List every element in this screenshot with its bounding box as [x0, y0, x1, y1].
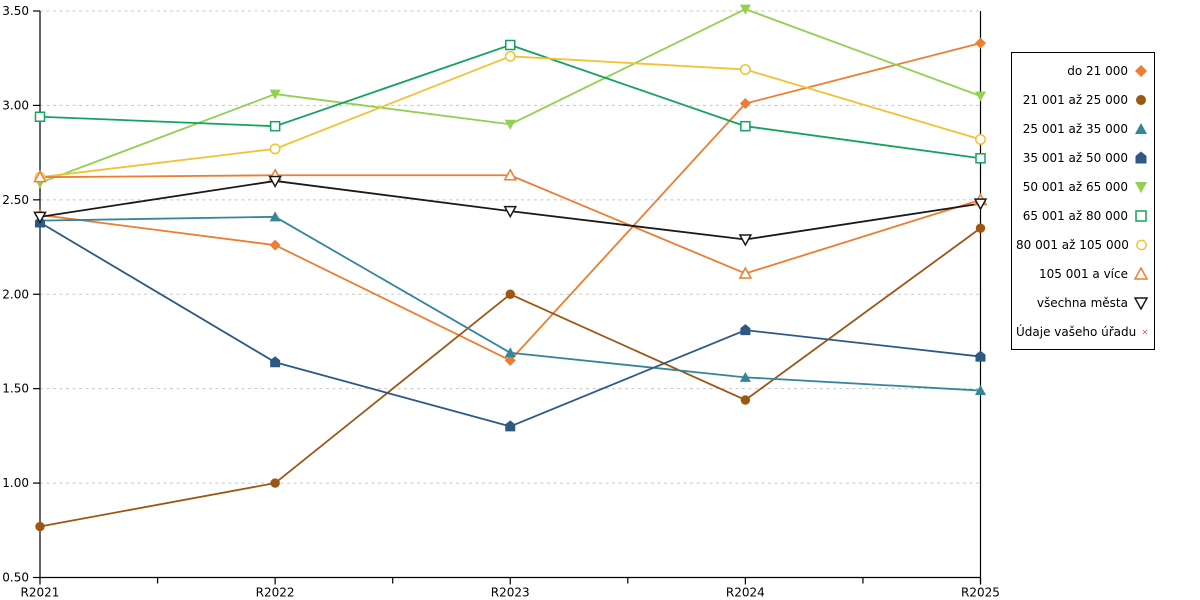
pentagon-marker-icon — [740, 324, 751, 336]
legend-circle-icon — [1136, 94, 1146, 105]
legend-item-label: 105 001 a více — [1038, 266, 1128, 281]
legend-item-label: všechna města — [1036, 295, 1128, 310]
y-tick-label: 3.00 — [2, 98, 29, 112]
square-marker-icon — [975, 153, 986, 164]
square-marker-icon — [740, 120, 751, 132]
legend-item-label: 21 001 až 25 000 — [1022, 92, 1128, 107]
legend-item: 25 001 až 35 000 — [1016, 122, 1148, 136]
x-tick-label: R2024 — [726, 586, 765, 600]
square-marker-icon — [269, 120, 281, 132]
triangle-down-marker-icon — [973, 198, 988, 211]
legend-square-icon — [1135, 209, 1147, 222]
triangle-up-marker-icon — [269, 211, 281, 222]
legend: do 21 000 21 001 až 25 000 25 001 až 35 00… — [1011, 52, 1155, 350]
triangle-down-marker-icon — [739, 4, 751, 15]
triangle-down-marker-icon — [33, 211, 47, 224]
circle-marker-icon — [35, 521, 45, 532]
legend-item-label: 35 001 až 50 000 — [1022, 150, 1128, 165]
legend-triangle-up-icon — [1135, 122, 1147, 134]
square-marker-icon — [505, 39, 516, 51]
y-tick-label: 0.50 — [2, 571, 29, 585]
circle-marker-icon — [269, 143, 281, 155]
legend-triangle-down-icon — [1134, 296, 1148, 310]
x-tick-label: R2022 — [256, 586, 295, 600]
triangle-down-marker-icon — [504, 119, 516, 130]
circle-marker-icon — [975, 223, 986, 233]
legend-item-label: 50 001 až 65 000 — [1022, 179, 1128, 194]
square-marker-icon — [34, 111, 46, 122]
legend-item: Údaje vašeho úřadu — [1016, 325, 1148, 339]
triangle-up-marker-icon — [975, 385, 986, 396]
triangle-down-marker-icon — [268, 175, 282, 189]
legend-item-label: 65 001 až 80 000 — [1022, 208, 1128, 223]
x-tick-label: R2021 — [21, 586, 60, 600]
circle-marker-icon — [504, 50, 516, 62]
y-tick-label: 2.00 — [2, 287, 29, 301]
circle-marker-icon — [270, 478, 280, 488]
diamond-marker-icon — [504, 354, 516, 366]
diamond-marker-icon — [269, 239, 281, 251]
triangle-up-marker-icon — [504, 347, 516, 358]
legend-item: 35 001 až 50 000 — [1016, 151, 1148, 165]
triangle-down-marker-icon — [503, 205, 518, 219]
circle-marker-icon — [975, 133, 986, 145]
legend-item-label: Údaje vašeho úřadu — [1016, 324, 1137, 339]
pentagon-marker-icon — [975, 350, 986, 362]
diamond-marker-icon — [975, 37, 986, 49]
diamond-marker-icon — [739, 98, 751, 110]
legend-item-label: 80 001 až 105 000 — [1016, 237, 1129, 252]
legend-item-label: 25 001 až 35 000 — [1022, 121, 1128, 136]
legend-circle-icon — [1136, 239, 1147, 250]
legend-triangle-up-icon — [1134, 266, 1148, 280]
legend-x-icon — [1142, 329, 1148, 334]
series-line — [39, 227, 982, 528]
legend-diamond-icon — [1135, 64, 1147, 77]
triangle-up-marker-icon — [738, 266, 753, 279]
legend-pentagon-icon — [1135, 151, 1147, 163]
circle-marker-icon — [739, 64, 751, 75]
legend-item: 80 001 až 105 000 — [1016, 238, 1148, 252]
pentagon-marker-icon — [270, 356, 281, 368]
circle-marker-icon — [740, 395, 751, 405]
legend-triangle-down-icon — [1135, 181, 1147, 193]
x-tick-label: R2025 — [961, 586, 1000, 600]
series-line — [39, 221, 981, 428]
triangle-up-marker-icon — [503, 168, 518, 181]
triangle-down-marker-icon — [269, 89, 281, 100]
triangle-down-marker-icon — [738, 234, 753, 247]
legend-item-label: do 21 000 — [1067, 63, 1128, 78]
legend-item: 105 001 a více — [1016, 266, 1148, 281]
legend-item: 21 001 až 25 000 — [1016, 93, 1148, 107]
pentagon-marker-icon — [505, 420, 516, 432]
series-line — [39, 44, 981, 160]
legend-item: do 21 000 — [1016, 64, 1148, 78]
series-line — [39, 55, 981, 179]
series-line — [39, 8, 981, 184]
legend-item: 50 001 až 65 000 — [1016, 180, 1148, 194]
y-tick-label: 3.50 — [2, 4, 29, 18]
legend-item: všechna města — [1016, 296, 1148, 310]
triangle-up-marker-icon — [739, 371, 751, 382]
circle-marker-icon — [505, 289, 515, 299]
x-tick-label: R2023 — [491, 586, 530, 600]
triangle-down-marker-icon — [975, 91, 986, 102]
y-tick-label: 1.50 — [2, 382, 29, 396]
legend-item: 65 001 až 80 000 — [1016, 209, 1148, 223]
y-tick-label: 1.00 — [2, 476, 29, 490]
y-tick-label: 2.50 — [2, 193, 29, 207]
series-line — [39, 42, 981, 362]
triangle-up-marker-icon — [33, 170, 47, 183]
